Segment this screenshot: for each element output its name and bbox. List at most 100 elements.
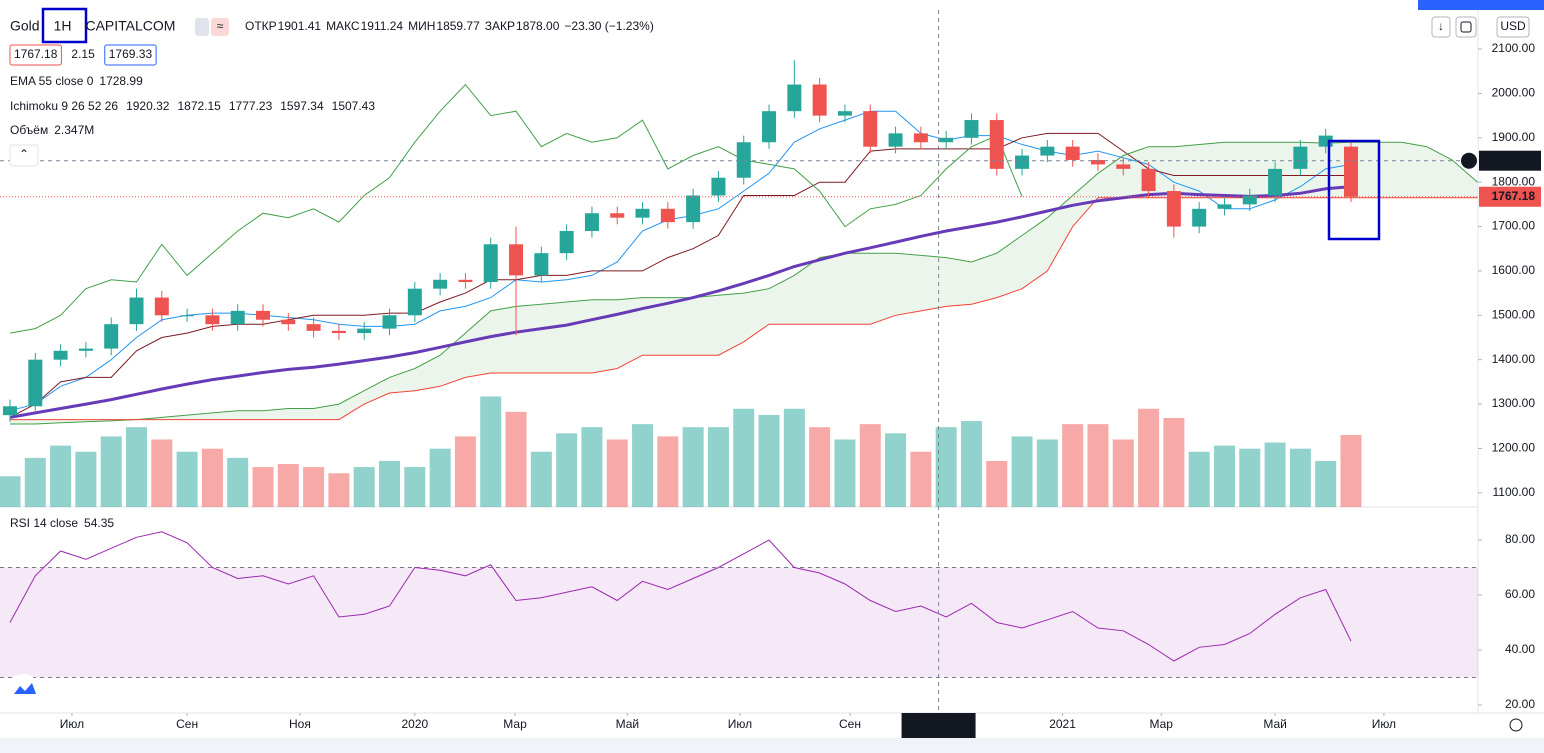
candle-body xyxy=(939,137,954,143)
volume-value: 2.347M xyxy=(54,123,94,137)
y-tick-label: 2000.00 xyxy=(1492,86,1536,100)
candle-body xyxy=(382,315,397,329)
candle-body xyxy=(154,297,169,316)
x-tick-label: Сен xyxy=(839,717,861,731)
x-tick-label: Сен xyxy=(176,717,198,731)
ohlc-value: 1859.77 xyxy=(436,19,480,33)
hide-button[interactable] xyxy=(195,18,209,36)
candle-body xyxy=(331,330,346,334)
volume-bar xyxy=(1036,439,1058,507)
rsi-value: 54.35 xyxy=(84,516,114,530)
y-tick-label: 1900.00 xyxy=(1492,130,1536,144)
candle-body xyxy=(1015,155,1030,169)
rsi-tick-label: 20.00 xyxy=(1505,697,1535,711)
candle-body xyxy=(407,288,422,316)
down-button[interactable] xyxy=(1431,16,1451,38)
x-tick-label: Мар xyxy=(1149,717,1173,731)
candle-body xyxy=(660,208,675,223)
volume-bar xyxy=(328,473,350,507)
volume-bar xyxy=(1315,460,1337,507)
ask: 1769.33 xyxy=(109,47,153,61)
icon: ≈ xyxy=(217,19,224,33)
candle-body xyxy=(2,406,17,416)
candle-body xyxy=(230,310,245,325)
rsi-tick-label: 40.00 xyxy=(1505,642,1535,656)
candle-body xyxy=(1343,146,1358,197)
x-tick-label: Июл xyxy=(728,717,752,731)
candle-body xyxy=(584,213,599,231)
x-tick-label: Ноя xyxy=(289,717,311,731)
y-tick-label: 1200.00 xyxy=(1492,441,1536,455)
candle-body xyxy=(53,350,68,360)
volume-bar xyxy=(834,439,856,507)
volume-bar xyxy=(379,460,401,507)
volume-bar xyxy=(1289,448,1311,507)
volume-bar xyxy=(707,427,729,507)
candle-body xyxy=(28,359,43,407)
volume-bar xyxy=(303,467,325,507)
volume-bar xyxy=(1011,436,1033,507)
volume-bar xyxy=(1213,445,1235,507)
maximize-button[interactable] xyxy=(1455,16,1477,38)
y-tick-label: 1300.00 xyxy=(1492,396,1536,410)
candle-body xyxy=(559,230,574,254)
compare-button[interactable] xyxy=(211,18,229,36)
volume-bar xyxy=(986,460,1008,507)
x-tick-label: 2020 xyxy=(401,717,428,731)
cloud-fill xyxy=(10,142,1478,424)
y-tick-label: 1400.00 xyxy=(1492,352,1536,366)
x-tick-label: 2021 xyxy=(1049,717,1076,731)
last-price: 1767.18 xyxy=(1492,189,1536,203)
volume-bar xyxy=(1188,451,1210,507)
candle-body xyxy=(812,84,827,116)
volume-bar xyxy=(530,451,552,507)
interval: 1H xyxy=(54,18,72,34)
volume-bar xyxy=(682,427,704,507)
volume-bar xyxy=(252,467,274,507)
candle-body xyxy=(509,244,524,276)
candle-body xyxy=(129,297,144,325)
exchange: CAPITALCOM xyxy=(85,18,175,34)
icon: + xyxy=(1465,153,1472,167)
add-button[interactable] xyxy=(1461,152,1477,169)
volume-bar xyxy=(277,464,299,507)
ichimoku-line xyxy=(10,197,1478,421)
candle-body xyxy=(1116,164,1131,169)
currency-button[interactable] xyxy=(1496,16,1530,38)
candle-body xyxy=(1293,146,1308,169)
candle-body xyxy=(1065,146,1080,160)
ema-value: 1728.99 xyxy=(99,74,143,88)
volume-bar xyxy=(1264,442,1286,507)
volume-bar xyxy=(606,439,628,507)
volume-bar xyxy=(632,424,654,507)
y-tick-label: 1500.00 xyxy=(1492,307,1536,321)
volume-bar xyxy=(50,445,72,507)
settings-button[interactable] xyxy=(1509,718,1523,732)
ichimoku-value: 1777.23 xyxy=(229,99,273,113)
volume-bar xyxy=(353,467,375,507)
volume-bar xyxy=(733,408,755,507)
ask-box xyxy=(104,44,157,66)
candle-body xyxy=(635,208,650,218)
ichimoku-line xyxy=(10,141,1478,425)
ema-line xyxy=(9,185,1352,419)
candle-body xyxy=(180,315,195,317)
y-tick-label: 1700.00 xyxy=(1492,219,1536,233)
candle-body xyxy=(357,328,372,334)
volume-bar xyxy=(454,436,476,507)
volume-bar xyxy=(429,448,451,507)
volume-bar xyxy=(505,411,527,507)
volume-bar xyxy=(126,427,148,507)
volume-bar xyxy=(1062,424,1084,507)
candle-body xyxy=(863,111,878,147)
volume-bar xyxy=(75,451,97,507)
collapse-button[interactable] xyxy=(9,144,39,167)
logo[interactable] xyxy=(8,674,38,702)
candle-body xyxy=(736,142,751,178)
candle-body xyxy=(1217,204,1232,209)
volume-bar xyxy=(910,451,932,507)
volume-bar xyxy=(581,427,603,507)
candle-body xyxy=(1090,159,1105,165)
rsi-band xyxy=(0,567,1478,678)
candle-body xyxy=(205,315,220,325)
